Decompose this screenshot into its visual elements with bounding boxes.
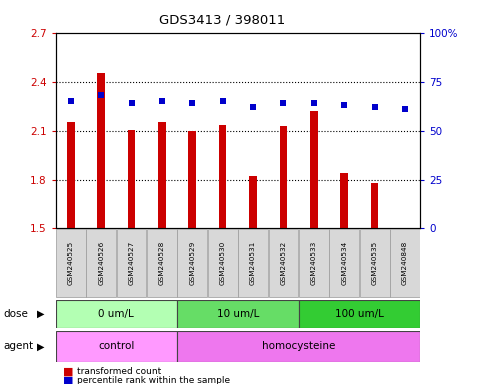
Bar	[177, 331, 420, 362]
Bar	[188, 131, 196, 228]
Point	[371, 104, 379, 110]
Text: percentile rank within the sample: percentile rank within the sample	[77, 376, 230, 384]
Text: GSM240532: GSM240532	[281, 241, 286, 285]
Bar	[116, 229, 146, 297]
Text: GSM240528: GSM240528	[159, 241, 165, 285]
Bar	[310, 111, 318, 228]
Text: 0 um/L: 0 um/L	[99, 309, 134, 319]
Bar	[67, 122, 74, 228]
Bar	[177, 229, 207, 297]
Bar	[147, 229, 177, 297]
Text: GSM240533: GSM240533	[311, 241, 317, 285]
Bar	[219, 125, 227, 228]
Point	[188, 100, 196, 106]
Text: GSM240534: GSM240534	[341, 241, 347, 285]
Text: dose: dose	[4, 309, 29, 319]
Bar	[249, 176, 257, 228]
Point	[97, 92, 105, 98]
Bar	[280, 126, 287, 228]
Bar	[298, 300, 420, 328]
Bar	[208, 229, 238, 297]
Bar	[299, 229, 329, 297]
Point	[401, 106, 409, 112]
Point	[341, 102, 348, 108]
Bar	[269, 229, 298, 297]
Bar	[98, 73, 105, 228]
Text: GSM240530: GSM240530	[220, 241, 226, 285]
Point	[128, 100, 135, 106]
Bar	[56, 331, 177, 362]
Text: control: control	[98, 341, 134, 351]
Text: ▶: ▶	[37, 341, 45, 351]
Text: GSM240531: GSM240531	[250, 241, 256, 285]
Text: transformed count: transformed count	[77, 367, 161, 376]
Bar	[360, 229, 389, 297]
Bar	[128, 130, 135, 228]
Text: homocysteine: homocysteine	[262, 341, 335, 351]
Text: ▶: ▶	[37, 309, 45, 319]
Point	[67, 98, 74, 104]
Point	[219, 98, 227, 104]
Point	[158, 98, 166, 104]
Bar	[56, 300, 177, 328]
Text: ■: ■	[63, 367, 73, 377]
Text: GSM240535: GSM240535	[371, 241, 378, 285]
Point	[249, 104, 257, 110]
Bar	[341, 173, 348, 228]
Point	[280, 100, 287, 106]
Text: ■: ■	[63, 375, 73, 384]
Text: GSM240525: GSM240525	[68, 241, 74, 285]
Point	[310, 100, 318, 106]
Bar	[390, 229, 420, 297]
Text: GSM240526: GSM240526	[98, 241, 104, 285]
Text: GSM240527: GSM240527	[128, 241, 135, 285]
Text: GDS3413 / 398011: GDS3413 / 398011	[159, 13, 285, 26]
Text: agent: agent	[4, 341, 34, 351]
Text: GSM240848: GSM240848	[402, 241, 408, 285]
Text: 100 um/L: 100 um/L	[335, 309, 384, 319]
Bar	[158, 122, 166, 228]
Bar	[56, 229, 85, 297]
Bar	[177, 300, 298, 328]
Text: GSM240529: GSM240529	[189, 241, 195, 285]
Bar	[238, 229, 268, 297]
Bar	[371, 183, 378, 228]
Bar	[329, 229, 359, 297]
Bar	[86, 229, 116, 297]
Text: 10 um/L: 10 um/L	[217, 309, 259, 319]
